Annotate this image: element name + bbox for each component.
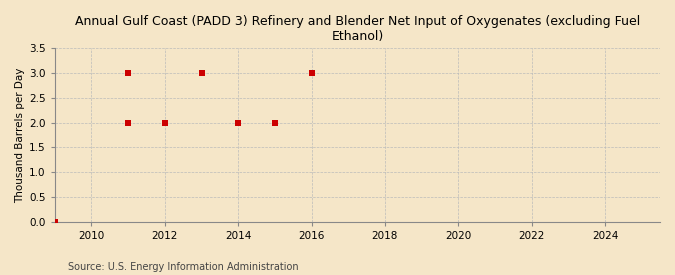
- Point: [233, 120, 244, 125]
- Text: Source: U.S. Energy Information Administration: Source: U.S. Energy Information Administ…: [68, 262, 298, 272]
- Point: [49, 219, 60, 224]
- Point: [269, 120, 280, 125]
- Point: [306, 71, 317, 75]
- Point: [159, 120, 170, 125]
- Point: [123, 71, 134, 75]
- Title: Annual Gulf Coast (PADD 3) Refinery and Blender Net Input of Oxygenates (excludi: Annual Gulf Coast (PADD 3) Refinery and …: [75, 15, 640, 43]
- Point: [196, 71, 207, 75]
- Point: [123, 120, 134, 125]
- Y-axis label: Thousand Barrels per Day: Thousand Barrels per Day: [15, 67, 25, 203]
